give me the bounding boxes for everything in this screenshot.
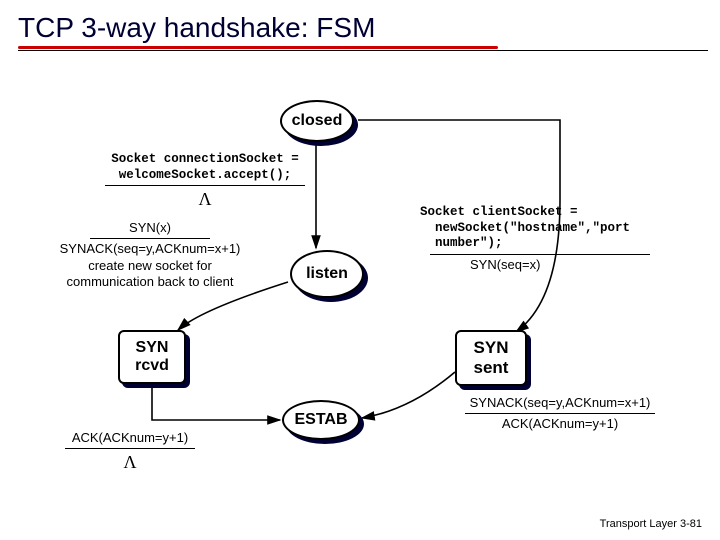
state-syn-rcvd-label: SYNrcvd <box>135 339 169 375</box>
state-estab-label: ESTAB <box>294 411 347 429</box>
transition-listen-synrcvd: SYN(x) SYNACK(seq=y,ACKnum=x+1) create n… <box>40 220 260 290</box>
footer-section: Transport Layer <box>600 518 680 530</box>
event-client-socket: Socket clientSocket = newSocket("hostnam… <box>420 205 700 252</box>
state-syn-rcvd: SYNrcvd <box>118 330 186 384</box>
slide-footer: Transport Layer 3-81 <box>600 518 702 530</box>
footer-page-number: 3-81 <box>680 518 702 530</box>
action-lambda-2: Λ <box>40 451 220 474</box>
action-lambda-1: Λ <box>90 188 320 211</box>
state-listen-label: listen <box>306 265 348 283</box>
state-closed: closed <box>280 100 354 142</box>
event-synack-recv: SYNACK(seq=y,ACKnum=x+1) <box>440 395 680 411</box>
transition-synsent-estab: SYNACK(seq=y,ACKnum=x+1) ACK(ACKnum=y+1) <box>440 395 680 433</box>
transition-closed-synsent: Socket clientSocket = newSocket("hostnam… <box>420 205 700 273</box>
event-accept: Socket connectionSocket = welcomeSocket.… <box>90 152 320 183</box>
state-syn-sent-label: SYNsent <box>474 338 509 378</box>
transition-synrcvd-estab: ACK(ACKnum=y+1) Λ <box>40 430 220 474</box>
arrow-synrcvd-estab <box>152 386 280 420</box>
action-synack-create: SYNACK(seq=y,ACKnum=x+1) create new sock… <box>40 241 260 290</box>
state-closed-label: closed <box>292 112 343 130</box>
transition-closed-listen: Socket connectionSocket = welcomeSocket.… <box>90 152 320 211</box>
state-syn-sent: SYNsent <box>455 330 527 386</box>
state-listen: listen <box>290 250 364 298</box>
event-syn-x: SYN(x) <box>40 220 260 236</box>
action-ack-yplus1: ACK(ACKnum=y+1) <box>440 416 680 432</box>
event-ack-recv: ACK(ACKnum=y+1) <box>40 430 220 446</box>
state-estab: ESTAB <box>282 400 360 440</box>
action-syn-seq-x: SYN(seq=x) <box>420 257 700 273</box>
fsm-diagram: closed listen SYNrcvd SYNsent ESTAB Sock… <box>0 0 720 540</box>
